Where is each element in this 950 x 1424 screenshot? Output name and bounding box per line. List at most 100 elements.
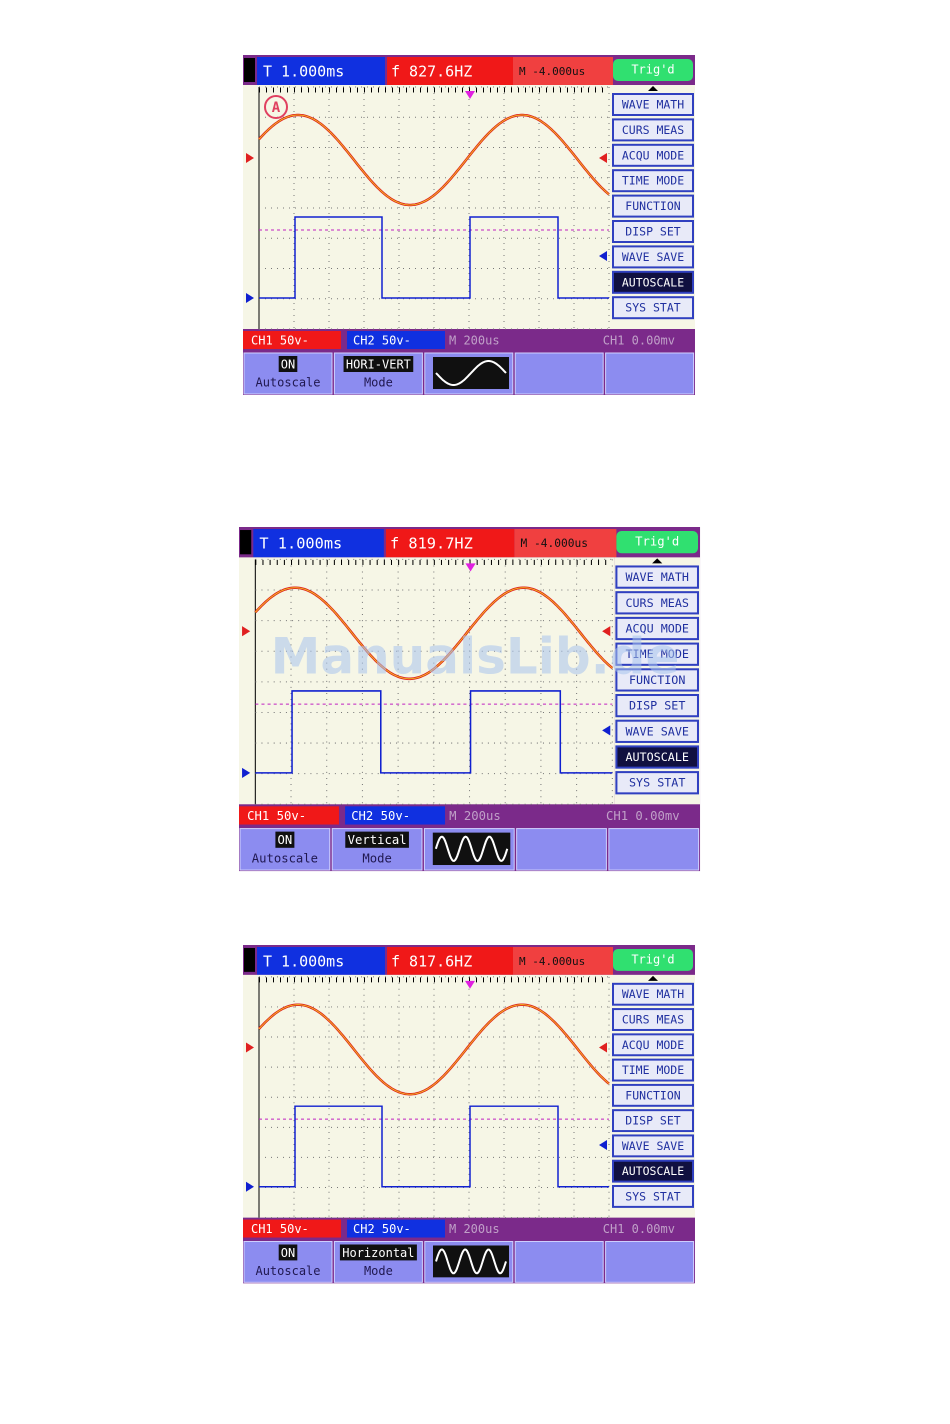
softkey-value-box xyxy=(339,1244,417,1261)
freq-readout: f 817.6HZ xyxy=(391,952,472,970)
menu-item xyxy=(615,591,700,615)
ch2-level-marker xyxy=(599,1140,607,1150)
menu-item-label: SYS STAT xyxy=(625,1189,680,1203)
softkey xyxy=(514,1241,604,1283)
menu-item-label: ACQU MODE xyxy=(622,148,684,162)
time-readout: T 1.000ms xyxy=(259,535,342,553)
menu-item xyxy=(612,143,694,167)
ch2-status: CH2 50v- xyxy=(351,809,410,823)
menu-item xyxy=(612,1159,694,1183)
ch2-status: CH2 50v- xyxy=(353,1222,411,1236)
softkey-label: Autoscale xyxy=(252,851,318,865)
softkey-label: Autoscale xyxy=(255,376,320,390)
ch1-status-box xyxy=(243,1219,341,1238)
menu-item-label: FUNCTION xyxy=(629,673,685,687)
ch1-level-marker xyxy=(599,153,607,163)
freq-box xyxy=(387,57,513,85)
softkey xyxy=(514,352,604,395)
softkey xyxy=(608,828,700,871)
delay-readout: M -4.000us xyxy=(519,65,585,78)
menu-up-arrow xyxy=(648,86,658,91)
ch2-marker xyxy=(242,767,251,778)
menu-item-label: FUNCTION xyxy=(625,199,680,213)
menu-item-label: DISP SET xyxy=(629,699,685,713)
softkey-value: ON xyxy=(281,358,295,372)
ch2-waveform xyxy=(259,216,609,299)
ch2-status-box xyxy=(347,331,445,349)
ch2-status-box xyxy=(347,1219,445,1238)
menu-item-label: WAVE MATH xyxy=(622,987,684,1001)
menu-item xyxy=(612,194,694,218)
menu-item xyxy=(615,565,700,589)
ch1-level-marker xyxy=(599,1042,607,1053)
menu-item-label: WAVE MATH xyxy=(622,98,684,112)
timebase-status: M 200us xyxy=(449,1222,500,1236)
menu-item-label: TIME MODE xyxy=(625,647,688,661)
waveform-icon xyxy=(435,1248,507,1275)
trigger-status: Trig'd xyxy=(631,63,674,77)
ch1-marker xyxy=(246,153,254,163)
menu-item-label: AUTOSCALE xyxy=(625,750,688,764)
menu-item-label: SYS STAT xyxy=(629,776,685,790)
menu-item xyxy=(612,982,694,1006)
menu-item xyxy=(612,245,694,269)
menu-item xyxy=(615,745,700,769)
waveform-area xyxy=(239,557,615,805)
menu-item xyxy=(612,1058,694,1082)
menu-item-label: DISP SET xyxy=(625,1114,680,1128)
channel-badge-label: A xyxy=(272,100,281,116)
trigger-box xyxy=(613,948,693,971)
delay-readout: M -4.000us xyxy=(519,955,585,968)
menu-item xyxy=(612,1184,694,1208)
menu-item-label: WAVE SAVE xyxy=(625,724,688,738)
delay-readout: M -4.000us xyxy=(521,537,588,550)
ch1-status: CH1 50v- xyxy=(251,334,309,348)
ch2-level-marker xyxy=(602,725,611,736)
ch1-level-marker xyxy=(602,626,611,637)
trigger-status-readout: CH1 0.00mv xyxy=(603,334,675,348)
menu-item-label: ACQU MODE xyxy=(622,1038,684,1052)
waveform-icon xyxy=(434,835,509,863)
timebase-status: M 200us xyxy=(449,334,500,348)
menu-item-label: CURS MEAS xyxy=(622,1013,684,1027)
delay-box xyxy=(513,946,613,975)
softkey xyxy=(605,352,695,395)
menu-item-label: WAVE SAVE xyxy=(622,1139,684,1153)
menu-item xyxy=(612,296,694,320)
ch2-marker xyxy=(246,293,254,303)
menu-item xyxy=(612,93,694,116)
softkey-label: Mode xyxy=(364,1264,393,1278)
softkey-value-box xyxy=(343,356,414,372)
trigger-status-readout: CH1 0.00mv xyxy=(606,809,680,823)
waveform-area xyxy=(243,85,611,329)
softkey xyxy=(605,1241,695,1283)
ch2-level-marker xyxy=(599,251,607,261)
softkey-value: ON xyxy=(281,1246,295,1260)
softkey xyxy=(516,828,607,871)
menu-item-label: TIME MODE xyxy=(622,1063,684,1077)
trigger-status: Trig'd xyxy=(635,535,679,549)
softkey-label: Autoscale xyxy=(255,1264,320,1278)
time-readout: T 1.000ms xyxy=(263,63,344,81)
menu-item xyxy=(612,1033,694,1057)
trigger-status-readout: CH1 0.00mv xyxy=(603,1222,675,1236)
ch1-marker xyxy=(242,626,251,637)
trigger-position xyxy=(465,91,475,99)
ch2-status: CH2 50v- xyxy=(353,334,411,348)
menu-item xyxy=(615,642,700,666)
ch1-status-box xyxy=(239,806,339,825)
freq-box xyxy=(387,946,513,975)
menu-item-label: ACQU MODE xyxy=(625,622,688,636)
menu-item-label: WAVE SAVE xyxy=(622,250,684,264)
ch1-marker xyxy=(246,1042,254,1053)
softkey-value-box xyxy=(345,831,409,848)
softkey-value: Vertical xyxy=(348,833,407,847)
ch2-waveform xyxy=(259,1105,609,1188)
ch1-status-box xyxy=(243,331,341,349)
delay-box xyxy=(514,529,617,558)
softkey-value: ON xyxy=(278,833,293,847)
battery-icon xyxy=(240,530,252,555)
ch1-waveform-glow xyxy=(258,1004,610,1095)
time-box xyxy=(253,529,384,558)
